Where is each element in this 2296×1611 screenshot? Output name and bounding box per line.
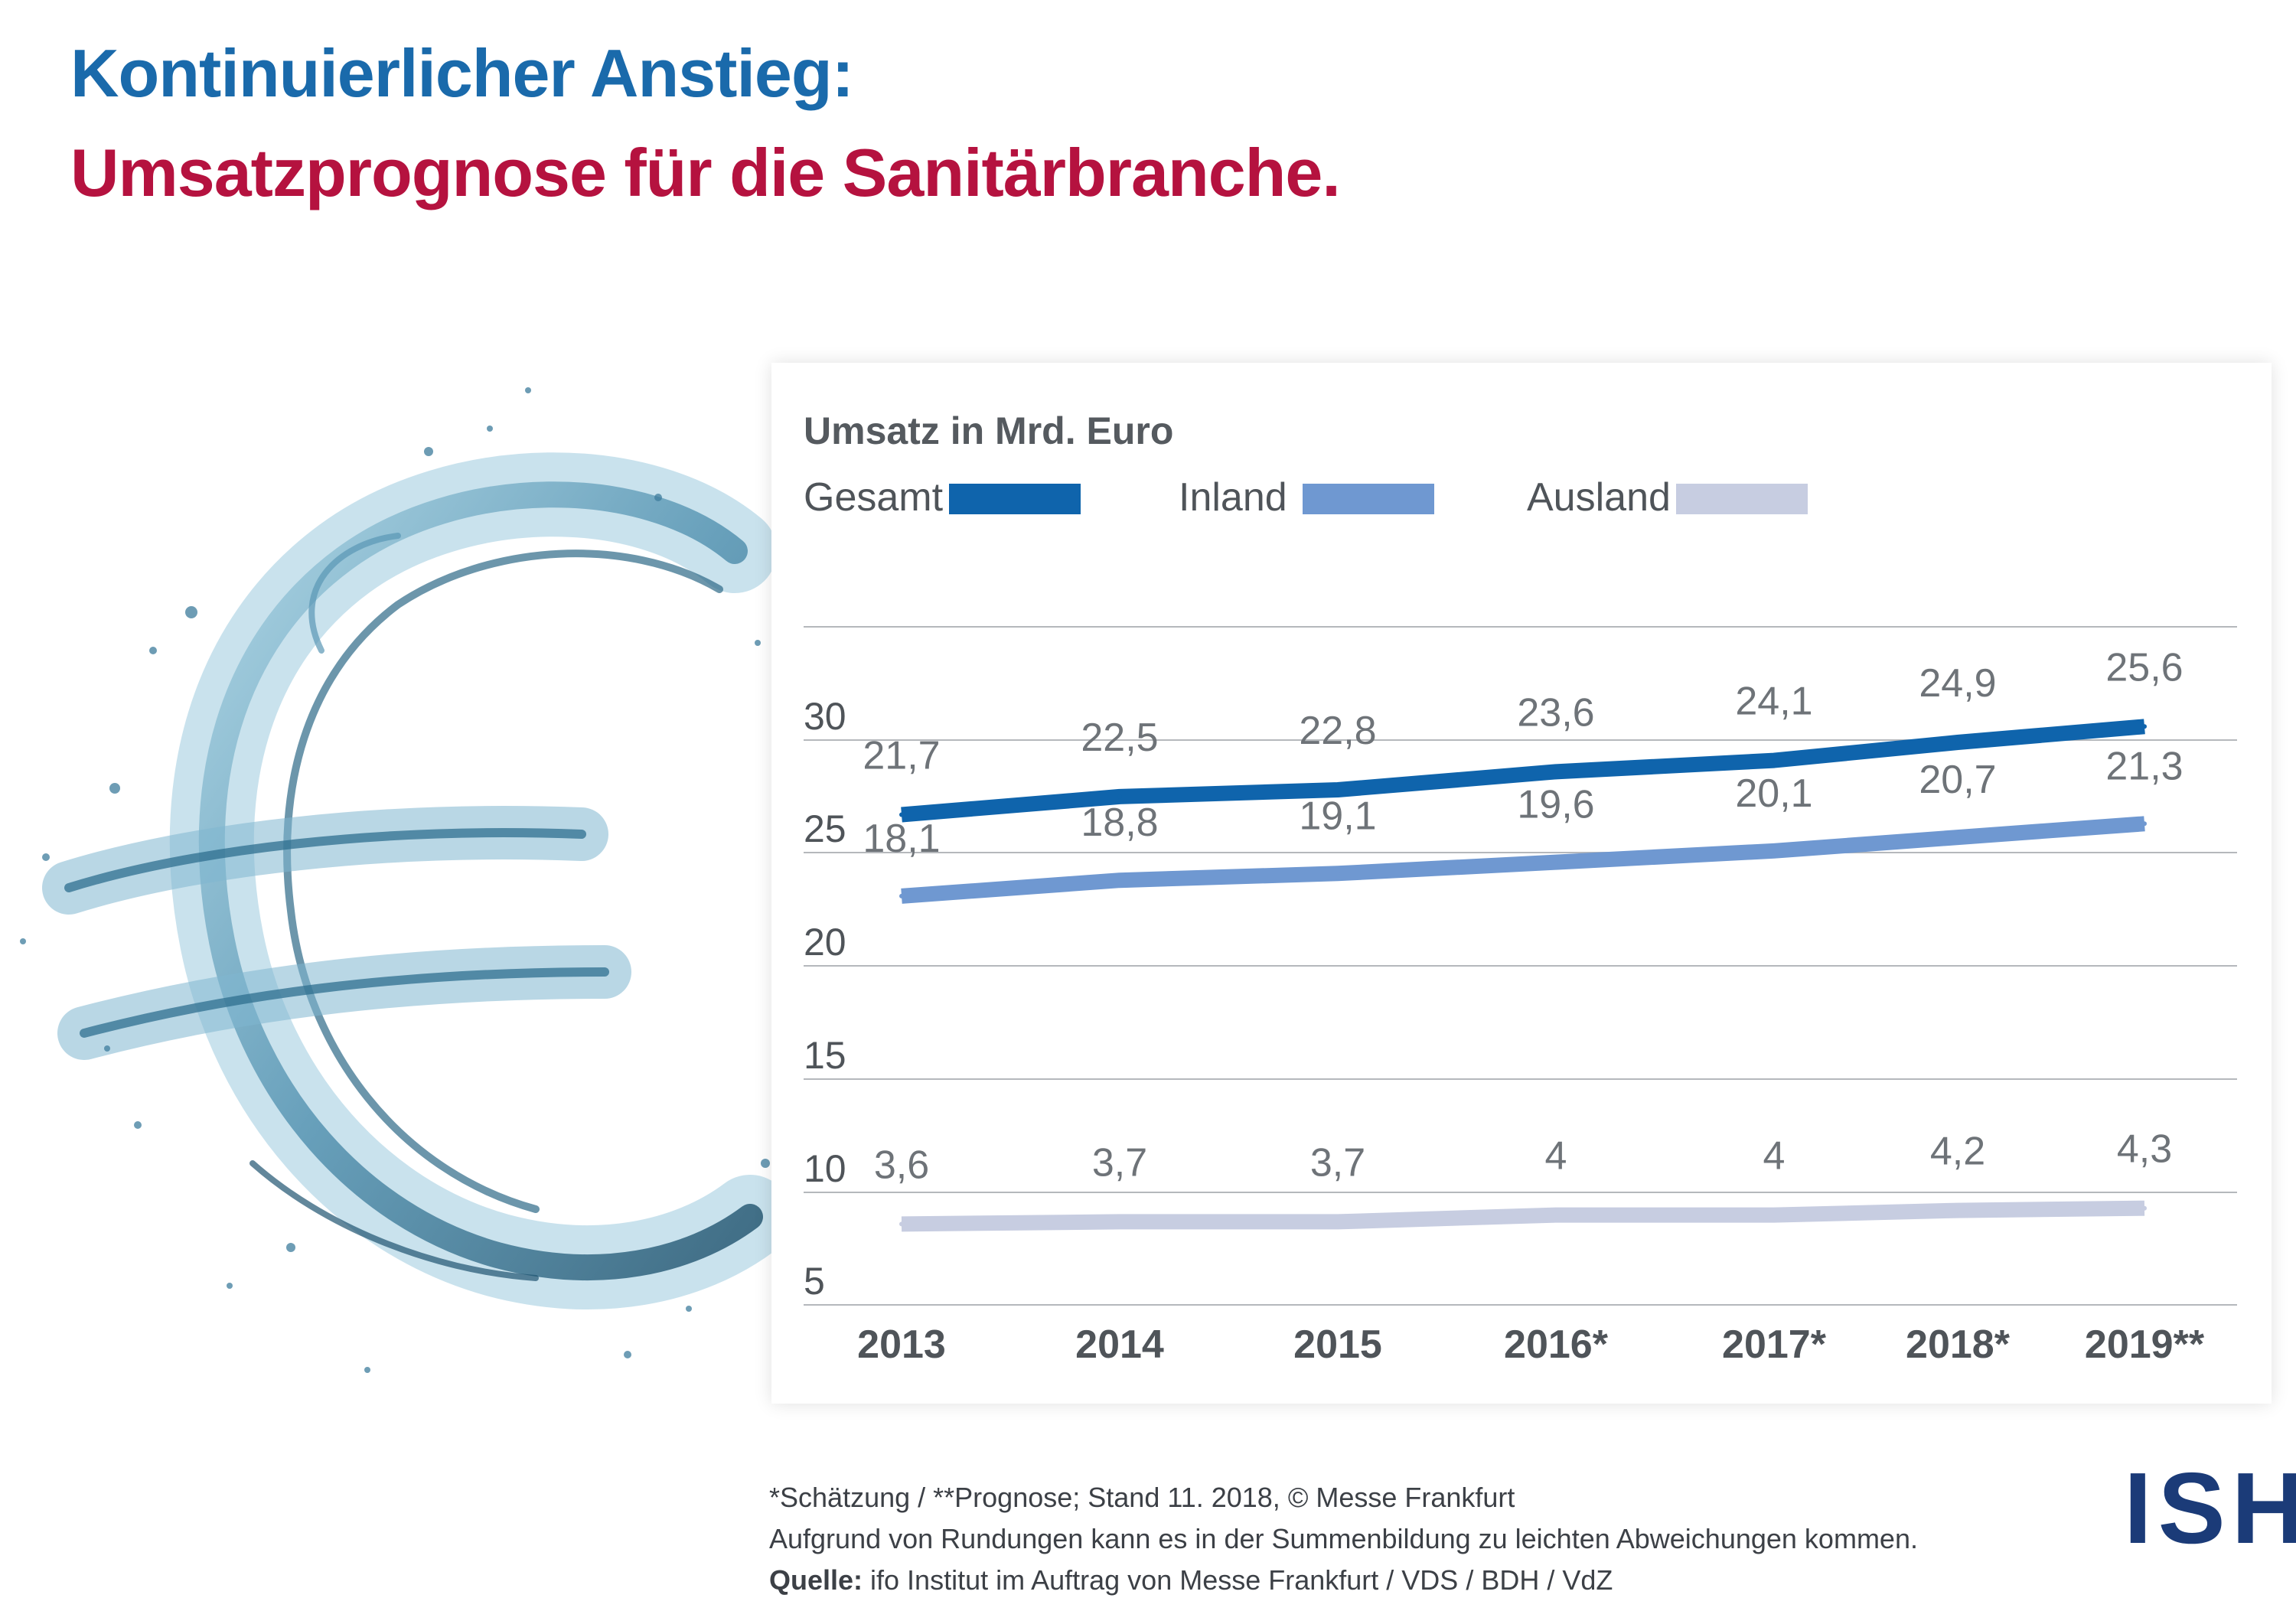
x-tick-label: 2014 [1075,1322,1164,1367]
data-label-gesamt: 24,9 [1919,661,1996,706]
data-point-ausland [1772,1212,1776,1218]
data-point-inland [899,893,904,898]
data-point-inland [1955,835,1960,840]
data-point-gesamt [899,812,904,817]
x-tick-label: 2019** [2085,1322,2205,1367]
chart-subtitle: Umsatzprognose für die Sanitärbranche. [70,135,1341,210]
data-point-ausland [1554,1212,1558,1218]
legend-swatch-ausland [1676,484,1808,514]
x-tick-label: 2015 [1293,1322,1382,1367]
water-euro-illustration [20,387,792,1373]
x-tick-label: 2016* [1504,1322,1609,1367]
data-label-gesamt: 24,1 [1735,680,1812,724]
legend-swatch-gesamt [949,484,1081,514]
y-tick-label: 25 [804,807,846,850]
data-label-inland: 21,3 [2105,744,2183,788]
legend-label-ausland: Ausland [1527,475,1671,520]
data-label-gesamt: 22,5 [1081,716,1158,760]
source-label: Quelle: [769,1564,863,1596]
data-label-gesamt: 22,8 [1299,709,1376,753]
data-label-gesamt: 21,7 [863,734,940,778]
unit-label: Umsatz in Mrd. Euro [804,409,1174,452]
data-label-inland: 20,7 [1919,758,1996,802]
data-label-gesamt: 23,6 [1517,690,1594,735]
data-point-ausland [1336,1219,1340,1225]
data-label-ausland: 4 [1545,1134,1567,1179]
chart-panel: 30 25 20 15 10 5 21,7 22,5 22,8 23,6 24,1 24,9 25,6 1… [771,363,2272,1404]
data-point-ausland [1117,1219,1122,1225]
legend-label-inland: Inland [1179,475,1287,520]
data-point-gesamt [1554,769,1558,775]
y-tick-label: 20 [804,921,846,964]
footnote-rounding: Aufgrund von Rundungen kann es in der Su… [769,1523,1918,1554]
data-label-inland: 18,8 [1081,801,1158,845]
y-tick-label: 15 [804,1034,846,1077]
data-label-inland: 19,6 [1517,783,1594,827]
data-label-ausland: 3,6 [874,1143,929,1187]
data-point-ausland [1955,1208,1960,1213]
data-point-gesamt [1955,740,1960,745]
data-point-ausland [2142,1205,2147,1211]
y-tick-label: 10 [804,1147,846,1190]
data-point-gesamt [2142,724,2147,729]
data-label-inland: 20,1 [1735,771,1812,816]
footnote-source: Quelle: ifo Institut im Auftrag von Mess… [769,1560,1918,1601]
source-text: ifo Institut im Auftrag von Messe Frankf… [863,1564,1613,1596]
data-label-ausland: 4,2 [1930,1130,1985,1174]
data-point-inland [1117,878,1122,883]
footnotes: *Schätzung / **Prognose; Stand 11. 2018,… [769,1477,1918,1601]
data-point-inland [1772,848,1776,853]
data-point-inland [2142,821,2147,827]
data-label-gesamt: 25,6 [2105,645,2183,690]
data-label-inland: 18,1 [863,817,940,861]
footnote-estimate: *Schätzung / **Prognose; Stand 11. 2018,… [769,1482,1515,1513]
y-tick-label: 5 [804,1260,825,1303]
chart-title: Kontinuierlicher Anstieg: [70,35,854,111]
y-tick-label: 30 [804,695,846,738]
data-label-ausland: 3,7 [1092,1140,1147,1185]
data-point-gesamt [1336,788,1340,792]
data-point-gesamt [1117,794,1122,799]
data-point-inland [1336,871,1340,876]
data-label-ausland: 4,3 [2117,1127,2172,1172]
data-label-ausland: 3,7 [1310,1140,1365,1185]
x-tick-label: 2017* [1722,1322,1827,1367]
data-point-gesamt [1772,758,1776,763]
legend-swatch-inland [1303,484,1434,514]
data-point-inland [1554,859,1558,865]
x-tick-label: 2013 [857,1322,946,1367]
data-label-ausland: 4 [1763,1134,1786,1179]
data-point-ausland [899,1221,904,1227]
ish-logo: ISH [2124,1452,2296,1564]
x-tick-label: 2018* [1906,1322,2011,1367]
data-label-inland: 19,1 [1299,794,1376,838]
legend-label-gesamt: Gesamt [804,475,944,520]
